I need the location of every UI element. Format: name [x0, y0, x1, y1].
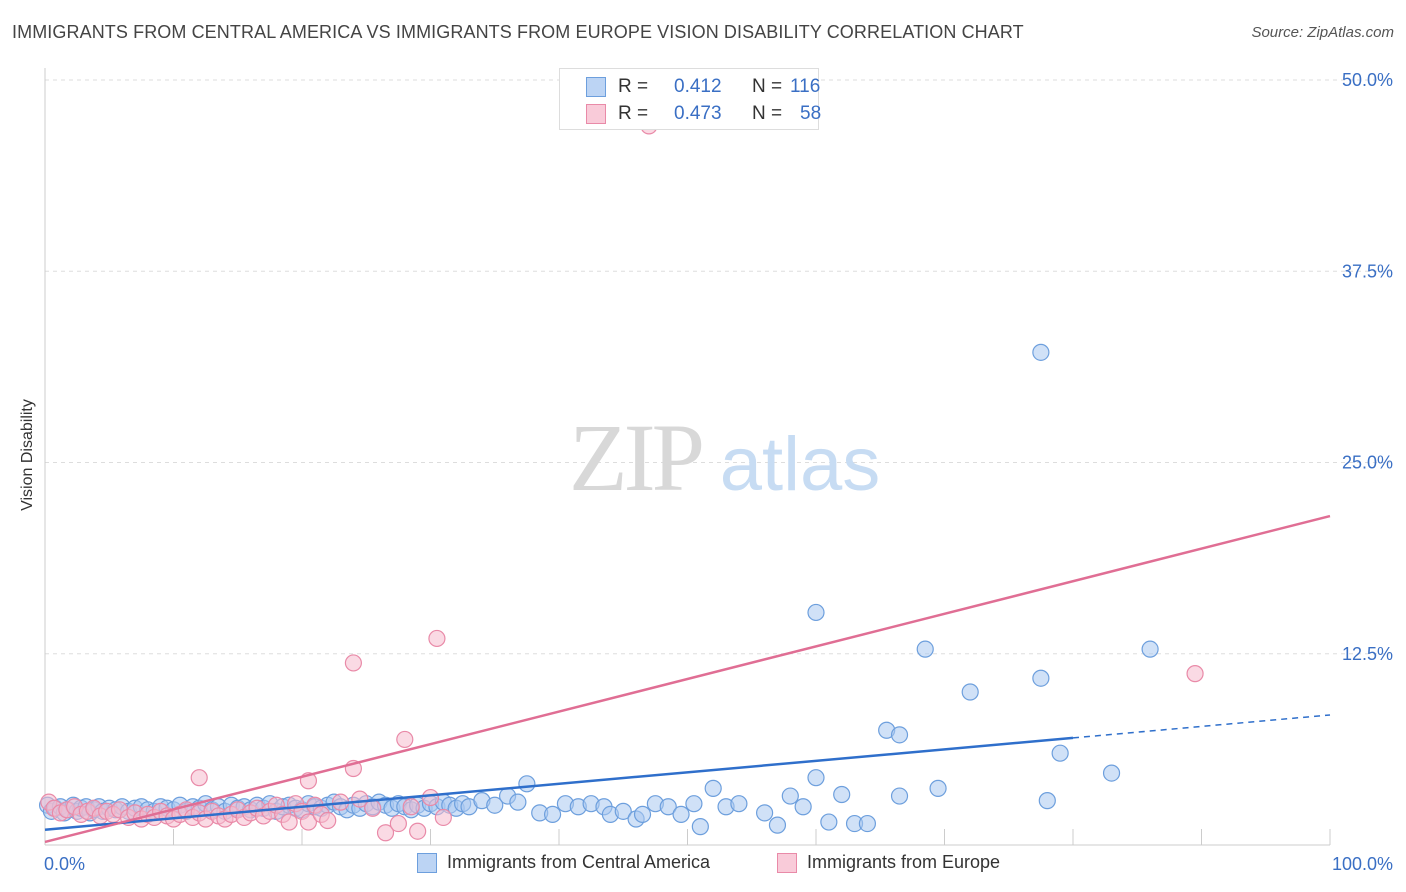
data-point [376, 824, 395, 842]
gridlines [45, 79, 1390, 655]
legend-swatch-blue [417, 852, 437, 873]
stats-row-central-america: R = 0.412 N = 116 [618, 74, 820, 100]
stats-legend: R = 0.412 N = 116 R = 0.473 N = 58 [559, 68, 821, 130]
data-point [344, 654, 362, 672]
data-point [807, 769, 825, 787]
source-label: Source: ZipAtlas.com [1251, 24, 1394, 41]
stats-n-value: 58 [800, 103, 822, 124]
y-tick-label: 12.5% [1342, 644, 1393, 664]
watermark: ZIP atlas [569, 404, 880, 511]
data-point [916, 640, 934, 658]
data-point [396, 730, 414, 749]
data-point [319, 811, 337, 830]
data-point [518, 775, 536, 793]
data-point [858, 814, 877, 833]
x-tick-label: 0.0% [44, 854, 85, 874]
data-point [1102, 764, 1121, 782]
data-point [1038, 792, 1056, 810]
trend-line-central-america [44, 736, 1074, 831]
data-point [402, 798, 420, 816]
trend-line-central-america-extension [1072, 714, 1331, 739]
data-point [820, 813, 838, 831]
data-point [299, 813, 318, 831]
tick-labels: 12.5% 25.0% 37.5% 50.0% 0.0% 100.0% [44, 70, 1393, 874]
watermark-zip: ZIP [569, 404, 702, 511]
data-point [929, 779, 947, 797]
y-tick-label: 50.0% [1342, 70, 1393, 90]
legend-swatch-pink [777, 852, 797, 873]
data-point [961, 683, 979, 701]
data-point [730, 795, 748, 813]
stats-n-value: 116 [790, 76, 821, 97]
bottom-legend: Immigrants from Central America Immigran… [0, 852, 1406, 878]
data-point [1032, 343, 1050, 361]
data-point [1141, 640, 1159, 658]
data-point [794, 798, 812, 816]
data-point [755, 804, 774, 822]
chart-title: IMMIGRANTS FROM CENTRAL AMERICA VS IMMIG… [12, 22, 1024, 42]
stats-row-europe: R = 0.473 N = 58 [618, 101, 821, 127]
data-point [890, 787, 909, 805]
stats-n-label: N = [752, 76, 783, 97]
legend-label: Immigrants from Central America [447, 852, 711, 872]
data-point [486, 796, 504, 814]
data-point [781, 787, 799, 805]
stats-swatch-blue [586, 77, 606, 97]
data-point [364, 799, 382, 817]
axes [44, 68, 1331, 846]
data-point [768, 816, 787, 834]
data-point [421, 788, 440, 807]
stats-r-label: R = [618, 76, 649, 97]
trend-lines [44, 514, 1331, 844]
y-tick-label: 37.5% [1342, 261, 1393, 281]
data-point [509, 793, 527, 811]
stats-r-label: R = [618, 103, 649, 124]
stats-r-value: 0.473 [674, 103, 722, 124]
legend-label: Immigrants from Europe [807, 852, 1001, 872]
data-point [614, 802, 632, 820]
data-point [685, 795, 703, 813]
data-point [190, 769, 208, 787]
legend-item-central-america[interactable]: Immigrants from Central America [417, 852, 710, 873]
stats-r-value: 0.412 [674, 76, 722, 97]
watermark-atlas: atlas [720, 422, 881, 507]
data-point [1186, 665, 1204, 683]
data-point [691, 818, 709, 836]
data-point [659, 798, 677, 816]
x-tick-label: 100.0% [1332, 854, 1393, 874]
data-point [543, 805, 562, 824]
data-point [280, 813, 298, 831]
data-point [1051, 744, 1069, 762]
legend-item-europe[interactable]: Immigrants from Europe [777, 852, 1000, 873]
data-point [434, 808, 452, 827]
stats-n-label: N = [752, 103, 783, 124]
data-point [428, 629, 446, 648]
data-point [409, 822, 427, 840]
data-point [890, 726, 909, 744]
data-point [633, 805, 652, 824]
y-tick-label: 25.0% [1342, 453, 1393, 473]
data-point [672, 805, 690, 824]
data-point [1032, 669, 1050, 687]
data-point [833, 785, 851, 804]
data-point [807, 603, 825, 622]
trend-line-europe [44, 514, 1331, 844]
data-point [704, 779, 722, 797]
stats-swatch-pink [586, 104, 606, 124]
data-point [389, 814, 407, 833]
